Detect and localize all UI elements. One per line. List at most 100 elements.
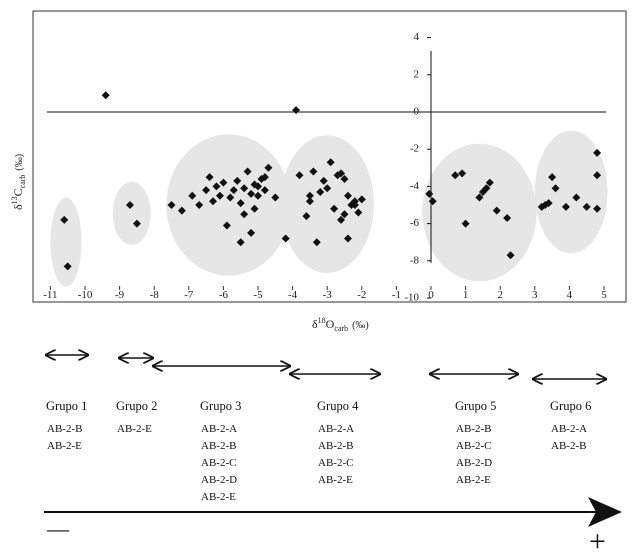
group-title: Grupo 6 [550,399,591,413]
x-axis-label: δ18Ocarb (‰) [312,316,369,333]
cluster-ellipse-4 [280,135,374,273]
group-sample: AB-2-B [47,423,82,435]
x-tick-label: -10 [78,289,93,301]
data-point [492,206,501,215]
group-sample: AB-2-D [456,457,492,469]
data-point [247,228,256,237]
data-point [222,221,231,230]
data-point [167,201,176,209]
data-point [195,201,204,209]
data-point [428,197,437,206]
data-point [271,193,280,202]
group-title: Grupo 5 [455,399,496,413]
data-point [354,208,363,217]
data-point [125,201,134,209]
data-point [425,189,434,198]
group-sample: AB-2-A [201,423,237,435]
x-tick-label: -3 [323,289,333,301]
y-tick-label: 0 [414,106,420,118]
cluster-ellipse-3 [166,134,291,276]
y-tick-label: -2 [410,143,419,155]
data-point [593,204,602,213]
data-point [461,219,470,228]
data-point [260,186,269,195]
data-point [340,174,349,183]
group-sample: AB-2-B [456,423,491,435]
data-point [295,171,304,180]
group-title: Grupo 3 [200,399,241,413]
cluster-ellipse-5 [422,143,537,282]
group-sample: AB-2-C [201,457,236,469]
group-sample: AB-2-B [201,440,236,452]
group-title: Grupo 4 [317,399,359,413]
data-point [561,202,570,211]
y-tick-label: -4 [410,180,420,192]
x-tick-label: -1 [392,289,401,301]
data-point [302,212,311,221]
x-tick-label: -9 [115,289,125,301]
data-point [326,158,335,167]
x-tick-label: -5 [253,289,263,301]
data-point [177,206,186,215]
data-point [503,214,512,223]
data-point [236,199,245,208]
y-tick-labels: 4 2 0 -2 -4 -6 -8 -10 [404,31,431,304]
group-sample: AB-2-E [117,423,152,435]
data-point [215,191,224,200]
x-tick-label: 1 [463,289,469,301]
data-point [60,215,69,224]
data-point [337,169,346,178]
data-point [330,204,339,213]
group-sample: AB-2-E [456,474,491,486]
scale-minus-label: — [46,516,70,541]
x-tick-label: 4 [567,289,573,301]
data-point [305,191,314,200]
x-tick-labels: -11 -10 -9 -8 -7 -6 -5 -4 -3 -2 -1 0 1 2 3 4 5 [43,286,607,301]
data-point [132,219,141,228]
data-point [337,215,346,224]
data-point [482,184,491,193]
group-sample: AB-2-E [47,440,82,452]
x-tick-label: -8 [150,289,160,301]
y-axis-label: δ13Ccarb(‰) [10,154,27,210]
y-tick-label: -8 [410,254,420,266]
x-tick-label: 3 [532,289,538,301]
x-tick-label: -6 [219,289,229,301]
group-legend: Grupo 1 AB-2-B AB-2-E Grupo 2 AB-2-E Grupo 3 A… [46,355,606,503]
group-sample: AB-2-C [456,440,491,452]
data-point [219,178,228,187]
data-point [475,193,484,202]
x-tick-label: 2 [497,289,503,301]
group-sample: AB-2-E [201,491,236,503]
y-tick-label: 2 [414,68,420,80]
data-point [292,106,301,115]
cluster-ellipses [50,130,608,287]
data-point [247,189,256,198]
data-point [593,171,602,180]
group-sample: AB-2-A [551,423,587,435]
data-point [188,191,197,200]
x-tick-label: 5 [601,289,607,301]
data-point [212,182,221,191]
data-point [316,187,325,196]
data-point [236,238,245,247]
data-point [357,195,366,204]
x-tick-label: -2 [357,289,366,301]
data-point [323,184,332,193]
data-point [312,238,321,247]
x-tick-label: -4 [288,289,298,301]
data-point [350,201,359,209]
data-point [209,197,218,206]
data-point [250,180,259,189]
y-tick-label: 4 [414,31,420,43]
data-point [281,234,290,243]
y-tick-label: -6 [410,217,420,229]
data-point [305,197,314,206]
data-points [60,91,602,271]
data-point [343,234,352,243]
group-sample: AB-2-C [318,457,353,469]
scale-arrowhead [588,497,622,527]
x-tick-label: -7 [184,289,194,301]
group-sample: AB-2-E [318,474,353,486]
data-point [264,163,273,172]
